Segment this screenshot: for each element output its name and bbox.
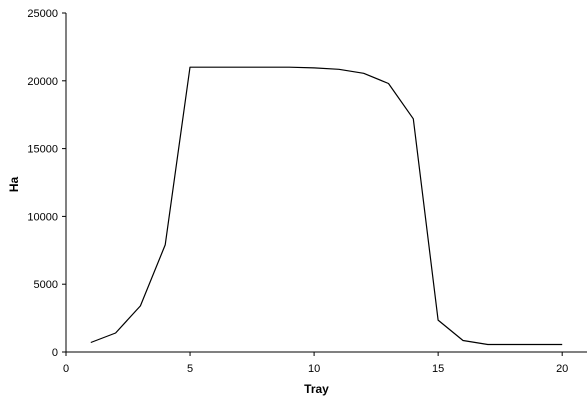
x-tick-label: 5 — [187, 363, 193, 375]
y-tick-label: 0 — [52, 347, 58, 359]
x-tick-label: 20 — [556, 363, 568, 375]
x-tick-label: 15 — [432, 363, 444, 375]
series-line-1 — [90, 66, 563, 346]
y-axis-title: Ha — [7, 177, 21, 193]
x-axis-ticks: 0 5 10 15 20 — [63, 352, 568, 375]
x-tick-label: 10 — [308, 363, 320, 375]
y-tick-label: 15000 — [27, 144, 58, 156]
x-tick-label: 0 — [63, 363, 69, 375]
series-group — [90, 66, 563, 346]
y-tick-label: 5000 — [34, 279, 58, 291]
y-tick-label: 25000 — [27, 8, 58, 20]
y-tick-label: 10000 — [27, 211, 58, 223]
y-tick-label: 20000 — [27, 76, 58, 88]
y-axis-ticks: 0 5000 10000 15000 20000 25000 — [27, 8, 66, 359]
x-axis-title: Tray — [304, 382, 329, 396]
